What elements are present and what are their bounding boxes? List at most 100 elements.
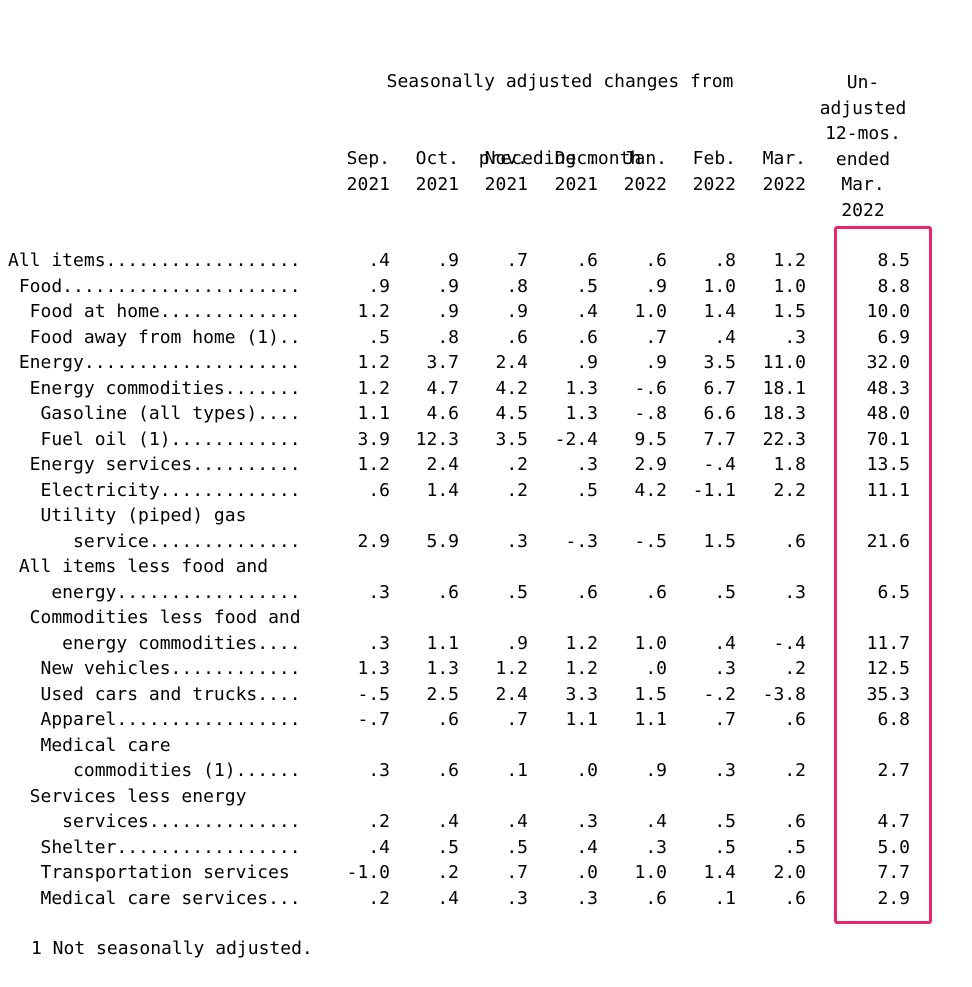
monthly-change-cell: .2 <box>368 811 390 832</box>
footnote: 1 Not seasonally adjusted. <box>31 938 313 959</box>
monthly-change-cell: .9 <box>645 352 667 373</box>
monthly-change-cell: 1.4 <box>703 301 736 322</box>
table-row: Food away from home (1).. .5 .8 .6 .6 .7 .4 .3 6… <box>0 325 972 351</box>
unadjusted-12-month-cell: 35.3 <box>866 683 910 705</box>
table-row: Energy.................... 1.2 3.7 2.4 .9 .9 3… <box>0 350 972 376</box>
monthly-change-cell: .5 <box>506 581 528 603</box>
monthly-change-cell: .4 <box>576 301 598 322</box>
monthly-change-cell: 1.2 <box>357 454 390 475</box>
table-title: Seasonally adjusted changes from precedi… <box>350 18 770 197</box>
monthly-change-cell: .6 <box>645 887 667 909</box>
column-header: Dec. 2021 <box>528 146 598 197</box>
monthly-change-cell: 1.0 <box>634 632 667 654</box>
unadjusted-header-line: ended <box>835 148 891 170</box>
table-row: services.............. .2 .4 .4 .3 .4 .5 .6 4.7 <box>0 809 972 835</box>
monthly-change-cell: -.5 <box>357 683 390 705</box>
monthly-change-cell: .3 <box>576 454 598 475</box>
monthly-change-cell: 2.4 <box>426 454 459 475</box>
monthly-change-cell: 1.5 <box>773 301 806 322</box>
monthly-change-cell: .4 <box>368 836 390 858</box>
table-row: Energy commodities....... 1.2 4.7 4.2 1.3 -.6… <box>0 376 972 402</box>
monthly-change-cell: -.7 <box>357 709 390 730</box>
table-row: New vehicles............ 1.3 1.3 1.2 1.2 .0 .3… <box>0 656 972 682</box>
monthly-change-cell: 1.0 <box>773 275 806 297</box>
monthly-change-cell: -3.8 <box>762 683 806 705</box>
row-label: Transportation services <box>8 862 301 883</box>
unadjusted-12-month-cell: 6.9 <box>877 326 910 348</box>
monthly-change-cell: 22.3 <box>762 428 806 450</box>
monthly-change-cell: .8 <box>437 326 459 348</box>
monthly-change-cell: .6 <box>576 326 598 348</box>
monthly-change-cell: -.8 <box>634 403 667 424</box>
unadjusted-12-month-cell: 6.8 <box>877 709 910 730</box>
monthly-change-cell: -.4 <box>703 454 736 475</box>
row-label: All items less food and <box>8 556 269 577</box>
monthly-change-cell: 4.7 <box>426 377 459 399</box>
monthly-change-cell: .9 <box>506 301 528 322</box>
table-row: energy................. .3 .6 .5 .6 .6 .5 .3 6.5 <box>0 580 972 606</box>
monthly-change-cell: .6 <box>784 709 806 730</box>
unadjusted-12-month-cell: 11.7 <box>866 632 910 654</box>
monthly-change-cell: 1.4 <box>703 862 736 883</box>
monthly-change-cell: .5 <box>714 811 736 832</box>
monthly-change-cell: .8 <box>714 250 736 271</box>
monthly-change-cell: 1.2 <box>357 301 390 322</box>
row-label: services.............. <box>8 811 301 832</box>
monthly-change-cell: 2.5 <box>426 683 459 705</box>
monthly-change-cell: .6 <box>368 479 390 501</box>
monthly-change-cell: 2.4 <box>495 683 528 705</box>
monthly-change-cell: 1.1 <box>634 709 667 730</box>
monthly-change-cell: .3 <box>784 581 806 603</box>
row-label: commodities (1)...... <box>8 760 301 781</box>
monthly-change-cell: 2.9 <box>357 530 390 552</box>
monthly-change-cell: .2 <box>506 479 528 501</box>
monthly-change-cell: 1.2 <box>565 658 598 679</box>
monthly-change-cell: 1.2 <box>773 250 806 271</box>
monthly-change-cell: 1.0 <box>703 275 736 297</box>
monthly-change-cell: 7.7 <box>703 428 736 450</box>
monthly-change-cell: 1.2 <box>565 632 598 654</box>
unadjusted-12-month-cell: 11.1 <box>866 479 910 501</box>
table-row: Utility (piped) gas <box>0 503 972 529</box>
table-row: Food...................... .9 .9 .8 .5 .9 1.0 1… <box>0 274 972 300</box>
monthly-change-cell: 1.2 <box>495 658 528 679</box>
column-header-month: Sep. <box>346 148 390 169</box>
monthly-change-cell: 5.9 <box>426 530 459 552</box>
row-label: Fuel oil (1)............ <box>8 428 301 450</box>
monthly-change-cell: -.6 <box>634 377 667 399</box>
monthly-change-cell: -.2 <box>703 683 736 705</box>
monthly-change-cell: 4.2 <box>634 479 667 501</box>
unadjusted-12-month-cell: 2.7 <box>877 760 910 781</box>
monthly-change-cell: .9 <box>645 275 667 297</box>
monthly-change-cell: 1.3 <box>565 377 598 399</box>
monthly-change-cell: 1.1 <box>357 403 390 424</box>
title-line-1: Seasonally adjusted changes from <box>386 71 734 92</box>
monthly-change-cell: 4.6 <box>426 403 459 424</box>
monthly-change-cell: -.3 <box>565 530 598 552</box>
table-row: Apparel................. -.7 .6 .7 1.1 1.1 .7.… <box>0 707 972 733</box>
monthly-change-cell: 3.5 <box>495 428 528 450</box>
table-row: Shelter................. .4 .5 .5 .4 .3 .5 .5 5.… <box>0 835 972 861</box>
row-label: Food at home............. <box>8 301 301 322</box>
monthly-change-cell: 1.3 <box>565 403 598 424</box>
table-row: Energy services.......... 1.2 2.4 .2 .3 2.9 -.… <box>0 452 972 478</box>
unadjusted-header-line: 12-mos. <box>825 123 901 144</box>
table-row: Medical care services... .2 .4 .3 .3 .6 .1 .6 2.… <box>0 886 972 912</box>
table-row: energy commodities.... .3 1.1 .9 1.2 1.0 .4 -.4… <box>0 631 972 657</box>
row-label: Used cars and trucks.... <box>8 683 301 705</box>
row-label: Medical care services... <box>8 887 301 909</box>
column-header-year: 2022 <box>623 173 667 195</box>
column-header-year: 2021 <box>554 173 598 195</box>
monthly-change-cell: .3 <box>368 581 390 603</box>
monthly-change-cell: .4 <box>645 811 667 832</box>
monthly-change-cell: .7 <box>506 709 528 730</box>
monthly-change-cell: .0 <box>576 862 598 883</box>
column-header-month: Dec. <box>554 148 598 169</box>
row-label: Energy services.......... <box>8 454 301 475</box>
table-row: Fuel oil (1)............ 3.9 12.3 3.5 -2.4 9.… <box>0 427 972 453</box>
monthly-change-cell: 1.8 <box>773 454 806 475</box>
monthly-change-cell: 3.9 <box>357 428 390 450</box>
monthly-change-cell: .7 <box>645 326 667 348</box>
monthly-change-cell: 18.3 <box>762 403 806 424</box>
table-row: Medical care <box>0 733 972 759</box>
